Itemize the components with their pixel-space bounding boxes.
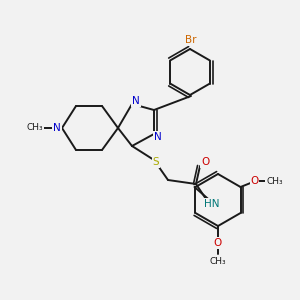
Text: N: N — [132, 96, 140, 106]
Text: Br: Br — [185, 35, 197, 45]
Text: O: O — [201, 157, 209, 167]
Text: CH₃: CH₃ — [27, 124, 43, 133]
Text: HN: HN — [204, 199, 220, 209]
Text: O: O — [214, 238, 222, 248]
Text: S: S — [153, 157, 159, 167]
Text: CH₃: CH₃ — [210, 257, 226, 266]
Text: CH₃: CH₃ — [266, 176, 283, 185]
Text: O: O — [250, 176, 259, 186]
Text: N: N — [154, 132, 162, 142]
Text: N: N — [53, 123, 61, 133]
